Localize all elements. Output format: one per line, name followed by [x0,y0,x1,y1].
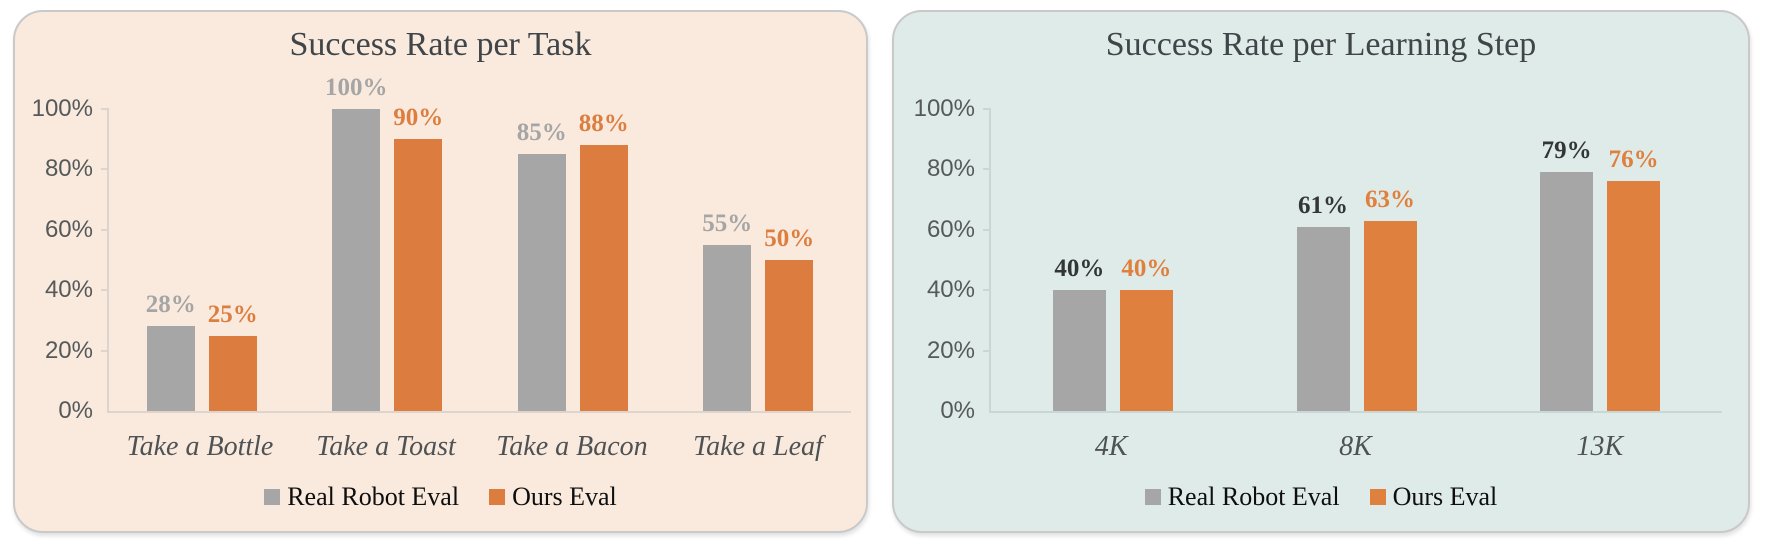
bar-group: 40% 40% [991,109,1235,411]
data-label: 40% [1121,255,1172,283]
x-category-label: Take a Toast [316,431,456,462]
bar-group: 85% 88% [480,109,666,411]
y-tick-mark [983,289,991,292]
x-category-label: 13K [1576,431,1624,462]
bar: 100% [325,74,388,411]
y-tick-label: 40% [926,276,975,304]
data-label: 88% [578,110,629,138]
y-tick-label: 0% [940,397,975,424]
y-tick-mark [101,349,109,352]
data-label: 40% [1054,255,1105,283]
y-tick-label: 20% [44,336,93,364]
bar: 88% [579,110,629,411]
data-label: 28% [145,291,196,319]
legend-label: Real Robot Eval [1167,482,1340,511]
y-tick-label: 60% [44,215,93,243]
data-label: 63% [1365,185,1415,213]
legend-label: Ours Eval [1392,482,1498,511]
bar-groups: 40% 40% 61% 63% 79% 76% [991,109,1722,411]
legend-item: Real Robot Eval [264,482,459,512]
chart-title: Success Rate per Learning Step [1105,26,1537,63]
y-tick-label: 100% [31,95,93,122]
y-tick-label: 80% [926,155,975,183]
x-axis-labels: 4K 8K 13K [989,431,1722,473]
bar: 63% [1363,186,1417,411]
y-tick-label: 0% [58,397,93,424]
y-tick-mark [983,228,991,231]
legend-swatch-icon [1144,489,1161,505]
y-tick-mark [101,168,109,171]
y-tick-mark [983,168,991,171]
bar: 76% [1607,146,1661,411]
y-tick-mark [101,108,109,110]
y-tick-label: 20% [926,336,975,364]
chart-panel-success-rate-per-learning-step: Success Rate per Learning Step 40% 40% 61%… [892,10,1750,533]
legend-item: Ours Eval [489,482,617,512]
data-label: 61% [1298,191,1348,219]
bar: 79% [1540,137,1594,411]
bar: 40% [1052,255,1106,411]
legend: Real Robot Eval Ours Eval [894,482,1748,512]
x-category-label: 8K [1339,431,1372,462]
bar-group: 28% 25% [109,109,295,411]
data-label: 76% [1608,146,1659,174]
bar: 90% [393,104,443,411]
chart-title: Success Rate per Task [289,26,592,63]
bar: 25% [208,301,258,411]
y-tick-mark [983,108,991,110]
legend-item: Ours Eval [1369,482,1498,512]
data-label: 50% [764,225,815,252]
legend-item: Real Robot Eval [1144,482,1340,512]
bar: 55% [702,210,752,411]
data-label: 25% [207,300,258,328]
x-category-label: Take a Bacon [496,431,648,462]
x-axis-labels: Take a Bottle Take a Toast Take a Bacon Tak… [107,431,851,473]
bar: 85% [517,119,567,411]
plot-area: 40% 40% 61% 63% 79% 76% 0% 20% 40% 60% 80% 100% [914,95,1722,424]
bar: 40% [1119,255,1173,411]
x-category-label: 4K [1094,431,1128,462]
y-tick-label: 100% [913,95,975,122]
y-tick-mark [983,349,991,352]
data-label: 55% [702,209,753,237]
legend-swatch-icon [1369,489,1386,505]
chart-panel-success-rate-per-task: Success Rate per Task 28% 25% 100% 90% 85% 88… [13,10,868,533]
legend-label: Ours Eval [512,482,617,511]
data-label: 79% [1541,137,1592,165]
bar: 50% [764,225,814,411]
data-label: 100% [325,74,388,101]
y-tick-label: 40% [44,276,93,304]
bar: 28% [146,291,196,411]
x-category-label: Take a Bottle [126,431,274,462]
bar-group: 79% 76% [1478,109,1722,411]
plot-area: 28% 25% 100% 90% 85% 88% 55% 50% 0% 20% 40% 60% 80%… [32,74,852,424]
y-tick-mark [101,289,109,292]
y-tick-mark [101,228,109,231]
legend-swatch-icon [489,489,506,505]
bar-group: 61% 63% [1235,109,1479,411]
data-label: 85% [516,119,567,147]
x-category-label: Take a Leaf [693,431,823,462]
y-tick-label: 60% [926,215,975,243]
bar: 61% [1296,192,1350,411]
legend-label: Real Robot Eval [287,482,460,511]
bar-group: 100% 90% [295,74,481,411]
data-label: 90% [393,104,444,132]
legend-swatch-icon [264,489,281,505]
y-tick-label: 80% [44,155,93,183]
bar-group: 55% 50% [666,109,852,411]
legend: Real Robot Eval Ours Eval [15,482,866,512]
bar-groups: 28% 25% 100% 90% 85% 88% 55% 50% [109,74,852,411]
